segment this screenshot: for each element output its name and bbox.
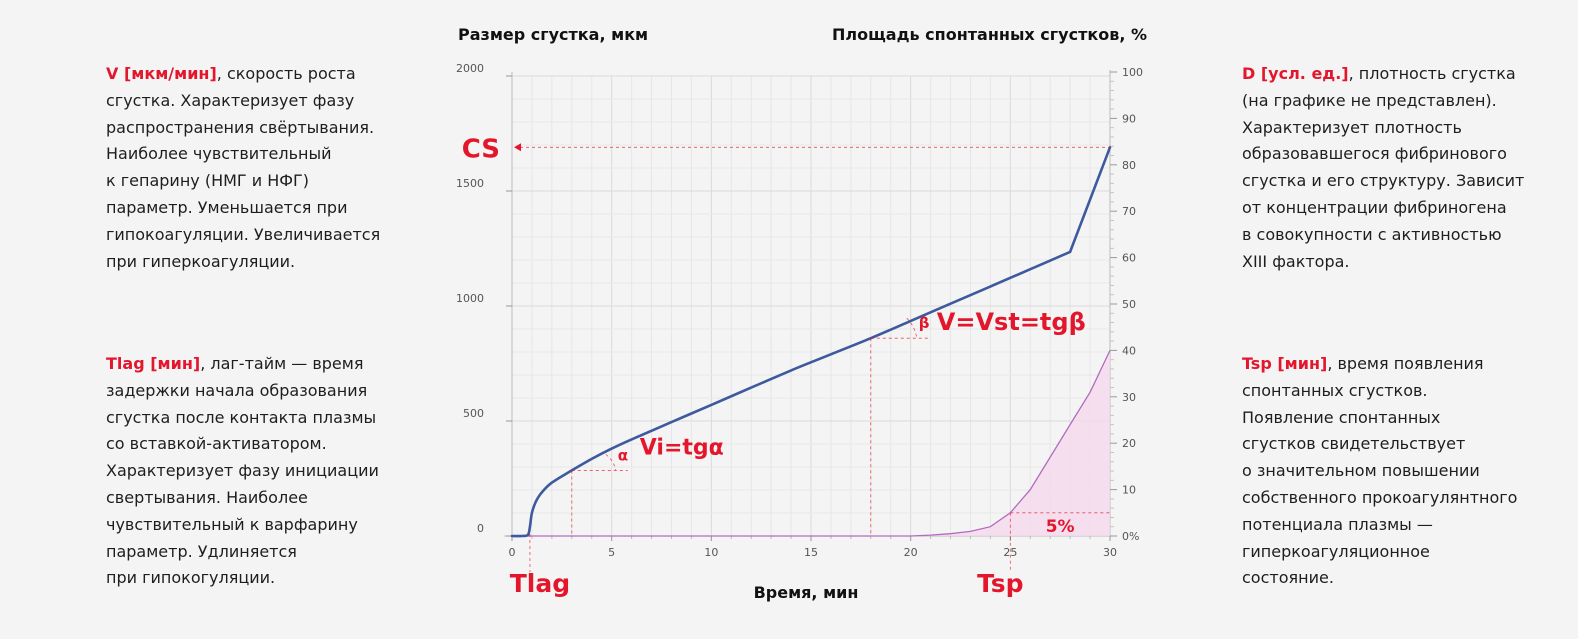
spontaneous-clot-area xyxy=(512,350,1110,536)
grid xyxy=(511,75,1111,537)
y-left-tick-label: 0 xyxy=(477,522,484,535)
ticks: 0 5 10 15 20 25 30 0 500 1000 1500 2000 0% 10 20 30 40 50… xyxy=(456,62,1143,559)
x-tick-label: 15 xyxy=(804,546,818,559)
vst-angle-label: β xyxy=(919,314,930,332)
y-right-axis-title: Площадь спонтанных сгустков, % xyxy=(832,25,1147,44)
vi-label: Vi=tgα xyxy=(640,435,724,460)
y-right-tick-label: 100 xyxy=(1122,66,1143,79)
cs-label: CS xyxy=(462,134,500,164)
annotations: CS α Vi=tgα β V=Vst=tgβ Tlag Tsp 5% xyxy=(462,134,1110,598)
series xyxy=(510,146,1112,538)
tsp-label: Tsp xyxy=(977,569,1024,598)
x-axis-title: Время, мин xyxy=(754,583,859,602)
y-right-tick-label: 30 xyxy=(1122,391,1136,404)
x-tick-label: 5 xyxy=(608,546,615,559)
spontaneous-time-text: , время появления спонтанных сгустков. П… xyxy=(1242,354,1518,588)
y-right-tick-label: 20 xyxy=(1122,437,1136,450)
vst-label: V=Vst=tgβ xyxy=(937,308,1086,336)
lag-time-text: , лаг-тайм — время задержки начала образ… xyxy=(106,354,379,588)
density-text: , плотность сгустка (на графике не предс… xyxy=(1242,64,1525,271)
y-right-tick-label: 80 xyxy=(1122,159,1136,172)
y-left-tick-label: 2000 xyxy=(456,62,484,75)
x-tick-label: 20 xyxy=(904,546,918,559)
spontaneous-clot-line xyxy=(512,350,1111,537)
lag-time-term: Tlag [мин] xyxy=(106,354,201,373)
y-right-tick-label: 90 xyxy=(1122,112,1136,125)
vst-angle-arc xyxy=(906,317,918,339)
x-tick-label: 0 xyxy=(509,546,516,559)
y-right-tick-label: 10 xyxy=(1122,484,1136,497)
x-tick-label: 25 xyxy=(1003,546,1017,559)
tlag-label: Tlag xyxy=(510,569,570,598)
cs-arrow-head xyxy=(514,143,521,152)
description-density: D [усл. ед.], плотность сгустка (на граф… xyxy=(1242,61,1572,275)
tsp-threshold-label: 5% xyxy=(1046,517,1075,537)
y-right-tick-label: 40 xyxy=(1122,344,1136,357)
description-velocity: V [мкм/мин], скорость роста сгустка. Хар… xyxy=(106,61,406,275)
density-term: D [усл. ед.] xyxy=(1242,64,1349,83)
y-left-axis-title: Размер сгустка, мкм xyxy=(458,25,648,44)
y-right-tick-label: 50 xyxy=(1122,298,1136,311)
x-tick-label: 10 xyxy=(704,546,718,559)
velocity-text: , скорость роста сгустка. Характеризует … xyxy=(106,64,381,271)
y-right-tick-label: 0% xyxy=(1122,530,1139,543)
y-right-tick-label: 70 xyxy=(1122,205,1136,218)
y-left-tick-label: 1500 xyxy=(456,177,484,190)
velocity-term: V [мкм/мин] xyxy=(106,64,217,83)
y-left-tick-label: 500 xyxy=(463,407,484,420)
axes xyxy=(504,70,1111,537)
description-lag-time: Tlag [мин], лаг-тайм — время задержки на… xyxy=(106,351,406,592)
description-spontaneous-time: Tsp [мин], время появления спонтанных сг… xyxy=(1242,351,1572,592)
y-left-tick-label: 1000 xyxy=(456,292,484,305)
vi-angle-label: α xyxy=(618,446,628,464)
spontaneous-time-term: Tsp [мин] xyxy=(1242,354,1328,373)
vi-angle-arc xyxy=(605,454,617,471)
clot-size-line xyxy=(510,146,1112,538)
y-right-tick-label: 60 xyxy=(1122,252,1136,265)
x-tick-label: 30 xyxy=(1103,546,1117,559)
